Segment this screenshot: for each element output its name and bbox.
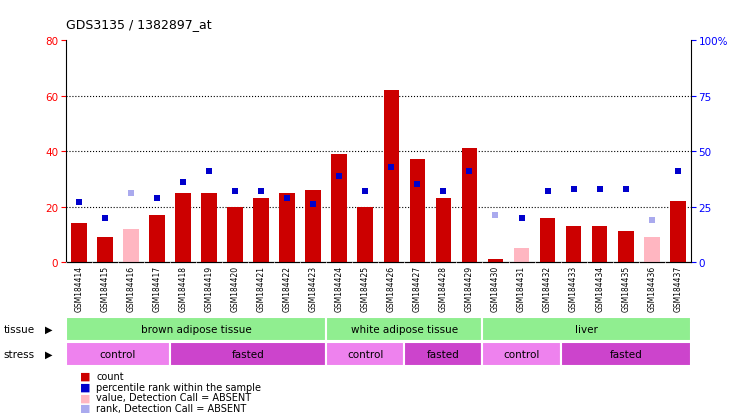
Text: ■: ■ [80, 382, 91, 392]
Text: GSM184425: GSM184425 [361, 265, 370, 311]
Text: ■: ■ [80, 371, 91, 381]
Bar [253, 199, 269, 262]
Bar [670, 202, 686, 262]
Text: GSM184428: GSM184428 [439, 265, 448, 311]
Text: GSM184416: GSM184416 [126, 265, 135, 311]
Text: GSM184436: GSM184436 [647, 265, 656, 311]
Bar [201, 193, 217, 262]
Text: GSM184421: GSM184421 [257, 265, 265, 311]
Bar [71, 223, 86, 262]
Text: GSM184423: GSM184423 [308, 265, 318, 311]
Bar [170, 342, 326, 366]
Text: fasted: fasted [610, 349, 642, 359]
Bar [566, 226, 581, 262]
Bar [482, 342, 561, 366]
Text: GSM184427: GSM184427 [413, 265, 422, 311]
Text: GSM184418: GSM184418 [178, 265, 187, 311]
Text: GSM184419: GSM184419 [205, 265, 213, 311]
Bar [123, 229, 139, 262]
Bar [514, 249, 529, 262]
Bar [618, 232, 634, 262]
Text: GSM184417: GSM184417 [153, 265, 162, 311]
Text: GSM184426: GSM184426 [387, 265, 395, 311]
Text: rank, Detection Call = ABSENT: rank, Detection Call = ABSENT [96, 403, 247, 413]
Text: percentile rank within the sample: percentile rank within the sample [96, 382, 262, 392]
Text: fasted: fasted [427, 349, 460, 359]
Text: ■: ■ [80, 403, 91, 413]
Text: ▶: ▶ [45, 349, 53, 359]
Bar [306, 190, 321, 262]
Bar [561, 342, 691, 366]
Bar [462, 149, 477, 262]
Text: control: control [504, 349, 539, 359]
Text: tissue: tissue [4, 324, 35, 334]
Text: control: control [99, 349, 136, 359]
Text: GSM184432: GSM184432 [543, 265, 552, 311]
Bar [482, 317, 691, 341]
Text: brown adipose tissue: brown adipose tissue [140, 324, 251, 334]
Bar [539, 218, 556, 262]
Bar [175, 193, 191, 262]
Text: fasted: fasted [232, 349, 265, 359]
Bar [66, 317, 326, 341]
Text: ▶: ▶ [45, 324, 53, 334]
Bar [409, 160, 425, 262]
Text: GSM184431: GSM184431 [517, 265, 526, 311]
Text: GSM184437: GSM184437 [673, 265, 682, 311]
Bar [227, 207, 243, 262]
Text: GSM184434: GSM184434 [595, 265, 604, 311]
Bar [66, 342, 170, 366]
Bar [326, 317, 482, 341]
Bar [331, 154, 347, 262]
Text: GSM184414: GSM184414 [75, 265, 83, 311]
Text: GDS3135 / 1382897_at: GDS3135 / 1382897_at [66, 18, 211, 31]
Text: GSM184424: GSM184424 [335, 265, 344, 311]
Text: value, Detection Call = ABSENT: value, Detection Call = ABSENT [96, 392, 251, 402]
Text: GSM184420: GSM184420 [230, 265, 240, 311]
Bar [357, 207, 373, 262]
Text: GSM184433: GSM184433 [569, 265, 578, 311]
Bar [279, 193, 295, 262]
Text: ■: ■ [80, 392, 91, 402]
Bar [97, 237, 113, 262]
Text: GSM184429: GSM184429 [465, 265, 474, 311]
Text: stress: stress [4, 349, 35, 359]
Bar [592, 226, 607, 262]
Bar [436, 199, 451, 262]
Text: GSM184435: GSM184435 [621, 265, 630, 311]
Bar [404, 342, 482, 366]
Bar [326, 342, 404, 366]
Text: count: count [96, 371, 124, 381]
Bar [488, 259, 503, 262]
Text: GSM184430: GSM184430 [491, 265, 500, 311]
Text: white adipose tissue: white adipose tissue [351, 324, 458, 334]
Text: GSM184415: GSM184415 [100, 265, 110, 311]
Text: liver: liver [575, 324, 598, 334]
Text: GSM184422: GSM184422 [283, 265, 292, 311]
Text: control: control [347, 349, 384, 359]
Bar [149, 215, 164, 262]
Bar [644, 237, 659, 262]
Bar [384, 91, 399, 262]
